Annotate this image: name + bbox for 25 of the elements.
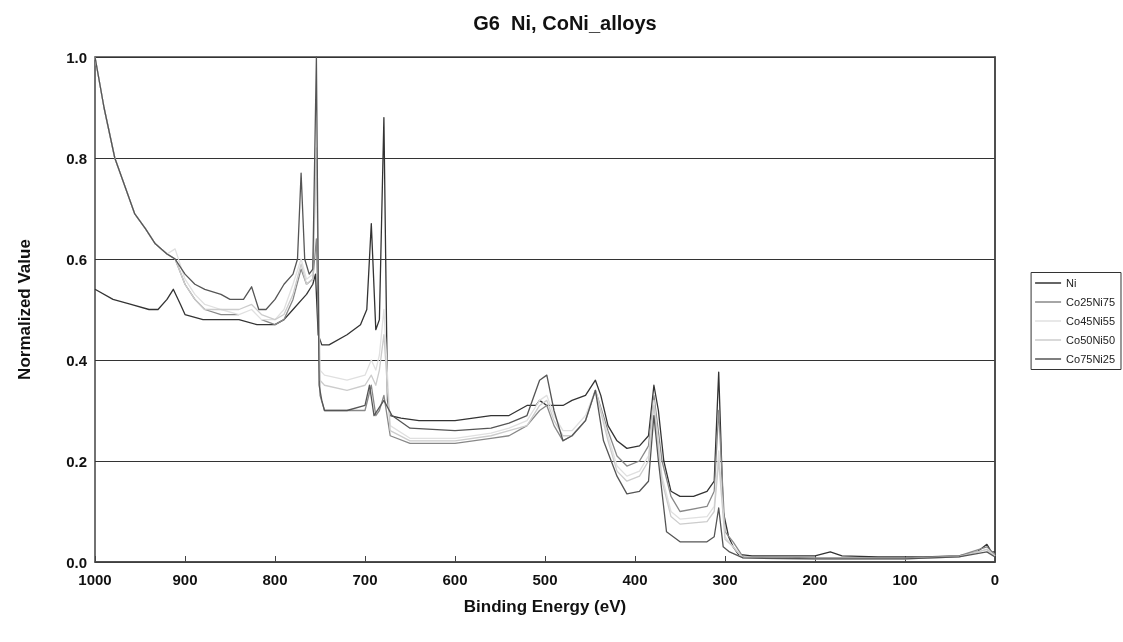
legend-label: Co75Ni25 <box>1066 353 1115 365</box>
x-tick-label: 400 <box>622 571 648 588</box>
y-tick-label: 0.8 <box>66 149 87 167</box>
x-tick-label: 500 <box>532 571 558 588</box>
x-tick-label: 1000 <box>78 571 112 588</box>
x-tick-label: 200 <box>802 571 828 588</box>
y-tick-label: 0.2 <box>66 452 87 470</box>
x-tick-label: 0 <box>990 571 1000 588</box>
chart-title: G6 Ni, CoNi_alloys <box>473 12 657 34</box>
legend-label: Co50Ni50 <box>1066 334 1115 346</box>
x-tick-label: 900 <box>172 571 198 588</box>
y-tick-label: 1.0 <box>66 48 87 66</box>
x-tick-label: 800 <box>262 571 288 588</box>
x-tick-label: 700 <box>352 571 378 588</box>
y-tick-label: 0.0 <box>66 553 87 571</box>
x-tick-label: 100 <box>892 571 918 588</box>
legend-label: Co25Ni75 <box>1066 296 1115 308</box>
y-tick-label: 0.6 <box>66 250 87 268</box>
y-tick-label: 0.4 <box>66 351 88 369</box>
legend-label: Co45Ni55 <box>1066 315 1115 327</box>
x-tick-label: 300 <box>712 571 738 588</box>
x-axis-title: Binding Energy (eV) <box>463 597 627 616</box>
y-axis-title: Normalized Value <box>15 239 34 380</box>
x-tick-label: 600 <box>442 571 468 588</box>
legend-label: Ni <box>1066 277 1077 289</box>
